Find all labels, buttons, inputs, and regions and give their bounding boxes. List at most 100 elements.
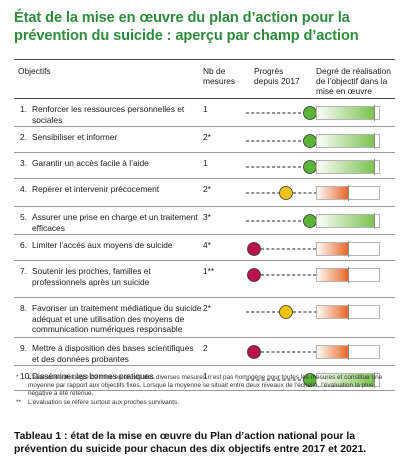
degree-bar-marker: [348, 241, 349, 257]
progress-indicator: [247, 242, 322, 256]
status-circle-red: [247, 268, 261, 282]
table-row: 7. Soutenir les proches, familles et prof…: [14, 261, 395, 298]
degree-bar-marker: [373, 159, 375, 175]
objective-label: Soutenir les proches, familles et profes…: [32, 266, 151, 287]
progress-indicator: [246, 186, 322, 200]
objective-number: 6.: [20, 240, 27, 250]
measure-count: 2*: [203, 184, 211, 194]
objective-number: 5.: [20, 212, 27, 222]
objective-label: Mettre à disposition des bases scientifi…: [32, 343, 194, 364]
objectives-table: Objectifs Nb de mesures Progrès depuis 2…: [14, 59, 395, 391]
degree-bar-fill: [316, 214, 374, 228]
objective-label: Disséminer les bonnes pratiques: [32, 371, 154, 381]
degree-bar-frame: [316, 160, 380, 174]
table-row: 6. Limiter l’accès aux moyens de suicide 4…: [14, 235, 395, 261]
objective-label: Repérer et intervenir précocement: [32, 184, 160, 194]
status-circle-red: [247, 242, 261, 256]
table-row: 4. Repérer et intervenir précocement 2*: [14, 179, 395, 207]
degree-bar-marker: [373, 133, 375, 149]
header-count: Nb de mesures: [203, 66, 236, 86]
header-progress: Progrès depuis 2017: [254, 66, 300, 86]
degree-bar-frame: [316, 106, 380, 120]
status-circle-yellow: [279, 186, 293, 200]
degree-bar-marker: [348, 267, 349, 283]
degree-bar-fill: [316, 305, 348, 319]
objective-number: 4.: [20, 184, 27, 194]
footnote-mark: *: [16, 374, 19, 381]
footnotes: * L’évaluation du degré de mise en œuvre …: [14, 374, 395, 407]
measure-count: 3*: [203, 212, 211, 222]
objective-label: Garantir un accès facile à l’aide: [32, 158, 149, 168]
degree-bar-fill: [316, 106, 374, 120]
degree-bar-fill: [316, 345, 348, 359]
progress-indicator: [246, 134, 324, 148]
table-row: 9. Mettre à disposition des bases scienti…: [14, 338, 395, 366]
table-caption: Tableau 1 : état de la mise en œuvre du …: [14, 431, 367, 456]
objective-number: 8.: [20, 303, 27, 313]
degree-bar-fill: [316, 268, 348, 282]
status-circle-green: [303, 134, 317, 148]
degree-bar-marker: [348, 185, 349, 201]
table-row: 3. Garantir un accès facile à l’aide 1: [14, 153, 395, 179]
objective-number: 9.: [20, 343, 27, 353]
progress-indicator: [246, 160, 324, 174]
degree-bar-marker: [373, 105, 375, 121]
degree-bar: [316, 344, 380, 360]
degree-bar-fill: [316, 186, 348, 200]
table-body: 1. Renforcer les ressources personnelles …: [14, 99, 395, 391]
measure-count: 2*: [203, 303, 211, 313]
objective-number: 3.: [20, 158, 27, 168]
degree-bar: [316, 241, 380, 257]
status-circle-green: [303, 106, 317, 120]
objective-number: 10.: [20, 371, 32, 381]
degree-bar: [316, 185, 380, 201]
progress-indicator: [246, 214, 324, 228]
footnote-text: L’évaluation se réfère surtout aux proch…: [28, 398, 179, 406]
degree-bar-frame: [316, 214, 380, 228]
degree-bar-fill: [316, 160, 374, 174]
measure-count: 4*: [203, 240, 211, 250]
objective-label: Assurer une prise en charge et un traite…: [32, 212, 198, 233]
footnote-text: L’évaluation du degré de mise en œuvre d…: [28, 374, 383, 398]
objective-number: 1.: [20, 104, 27, 114]
progress-indicator: [247, 345, 322, 359]
degree-bar: [316, 159, 380, 175]
degree-bar-fill: [316, 134, 374, 148]
measure-count: 1: [203, 104, 208, 114]
table-row: 10. Disséminer les bonnes pratiques 1: [14, 366, 395, 391]
degree-bar: [316, 304, 380, 320]
degree-bar-frame: [316, 373, 380, 387]
measure-count: 2: [203, 343, 208, 353]
objective-label: Favoriser un traitement médiatique du su…: [32, 303, 202, 335]
degree-bar: [316, 105, 380, 121]
status-circle-green: [303, 214, 317, 228]
degree-bar: [316, 133, 380, 149]
degree-bar-fill: [316, 242, 348, 256]
table-header: Objectifs Nb de mesures Progrès depuis 2…: [14, 60, 395, 99]
degree-bar-marker: [373, 372, 375, 388]
degree-bar-frame: [316, 134, 380, 148]
table-row: 8. Favoriser un traitement médiatique du …: [14, 298, 395, 338]
table-row: 5. Assurer une prise en charge et un trai…: [14, 207, 395, 235]
objective-number: 7.: [20, 266, 27, 276]
status-circle-red: [247, 345, 261, 359]
measure-count: 1: [203, 158, 208, 168]
page-title: État de la mise en œuvre du plan d’actio…: [14, 10, 359, 44]
degree-bar-marker: [348, 344, 349, 360]
measure-count: 1: [203, 371, 208, 381]
degree-bar-fill: [316, 373, 374, 387]
table-row: 1. Renforcer les ressources personnelles …: [14, 99, 395, 127]
degree-bar: [316, 267, 380, 283]
degree-bar-marker: [373, 213, 375, 229]
degree-bar: [316, 213, 380, 229]
status-circle-yellow: [279, 305, 293, 319]
footnote: ** L’évaluation se réfère surtout aux pro…: [14, 399, 395, 407]
progress-indicator: [246, 106, 324, 120]
progress-indicator: [246, 305, 322, 319]
degree-bar: [316, 372, 380, 388]
degree-bar-marker: [348, 304, 349, 320]
footnote: * L’évaluation du degré de mise en œuvre …: [14, 374, 395, 399]
status-circle-green: [303, 160, 317, 174]
header-degree: Degré de réalisation de l’objectif dans …: [316, 66, 391, 96]
table-row: 2. Sensibiliser et informer 2*: [14, 127, 395, 153]
